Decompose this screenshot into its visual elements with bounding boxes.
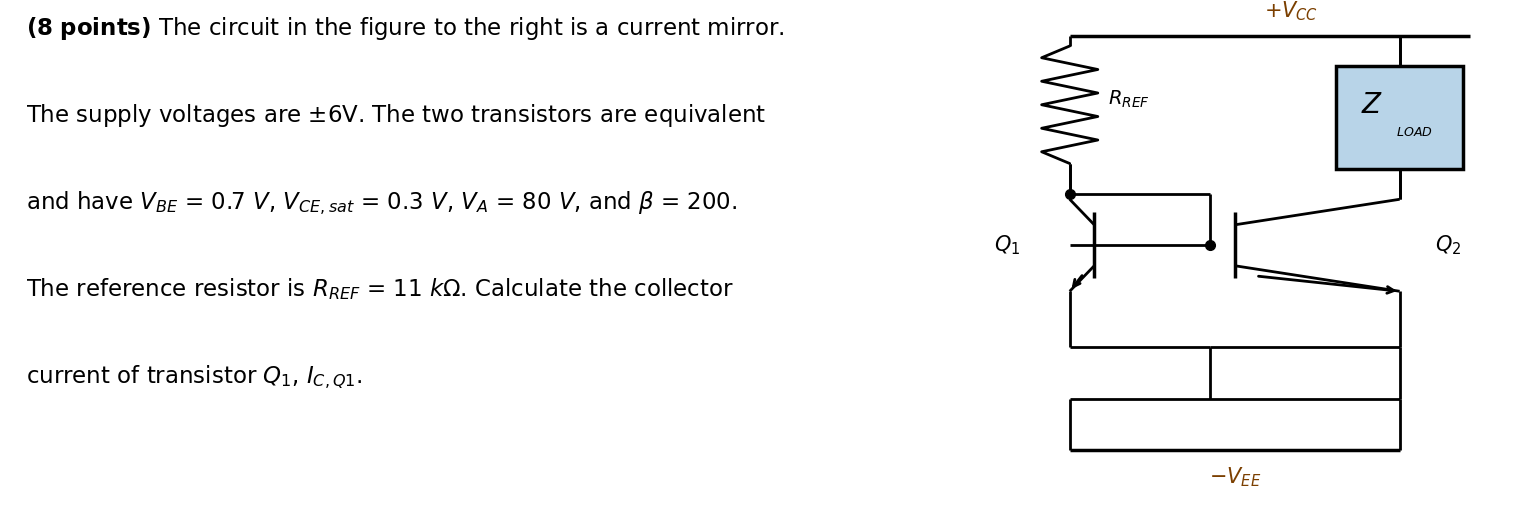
Text: $\mathbf{(8\ points)}$ The circuit in the figure to the right is a current mirro: $\mathbf{(8\ points)}$ The circuit in th…	[26, 15, 784, 42]
Text: The reference resistor is $R_{REF}$ = 11 $k\Omega$. Calculate the collector: The reference resistor is $R_{REF}$ = 11…	[26, 276, 734, 302]
Text: $Z$: $Z$	[1361, 91, 1383, 119]
Text: current of transistor $Q_1$, $I_{C,Q1}$.: current of transistor $Q_1$, $I_{C,Q1}$.	[26, 363, 362, 390]
Text: $+V_{CC}$: $+V_{CC}$	[1264, 0, 1318, 23]
Text: $R_{REF}$: $R_{REF}$	[1108, 89, 1151, 110]
Text: $_{LOAD}$: $_{LOAD}$	[1396, 121, 1433, 139]
Bar	[1337, 66, 1463, 169]
Text: The supply voltages are $\pm$6V. The two transistors are equivalent: The supply voltages are $\pm$6V. The two…	[26, 102, 766, 129]
Text: $Q_1$: $Q_1$	[995, 234, 1021, 257]
Text: $-V_{EE}$: $-V_{EE}$	[1209, 465, 1260, 489]
Text: and have $V_{BE}$ = 0.7 $V$, $V_{CE,sat}$ = 0.3 $V$, $V_A$ = 80 $V$, and $\beta$: and have $V_{BE}$ = 0.7 $V$, $V_{CE,sat}…	[26, 189, 737, 217]
Text: $Q_2$: $Q_2$	[1434, 234, 1460, 257]
